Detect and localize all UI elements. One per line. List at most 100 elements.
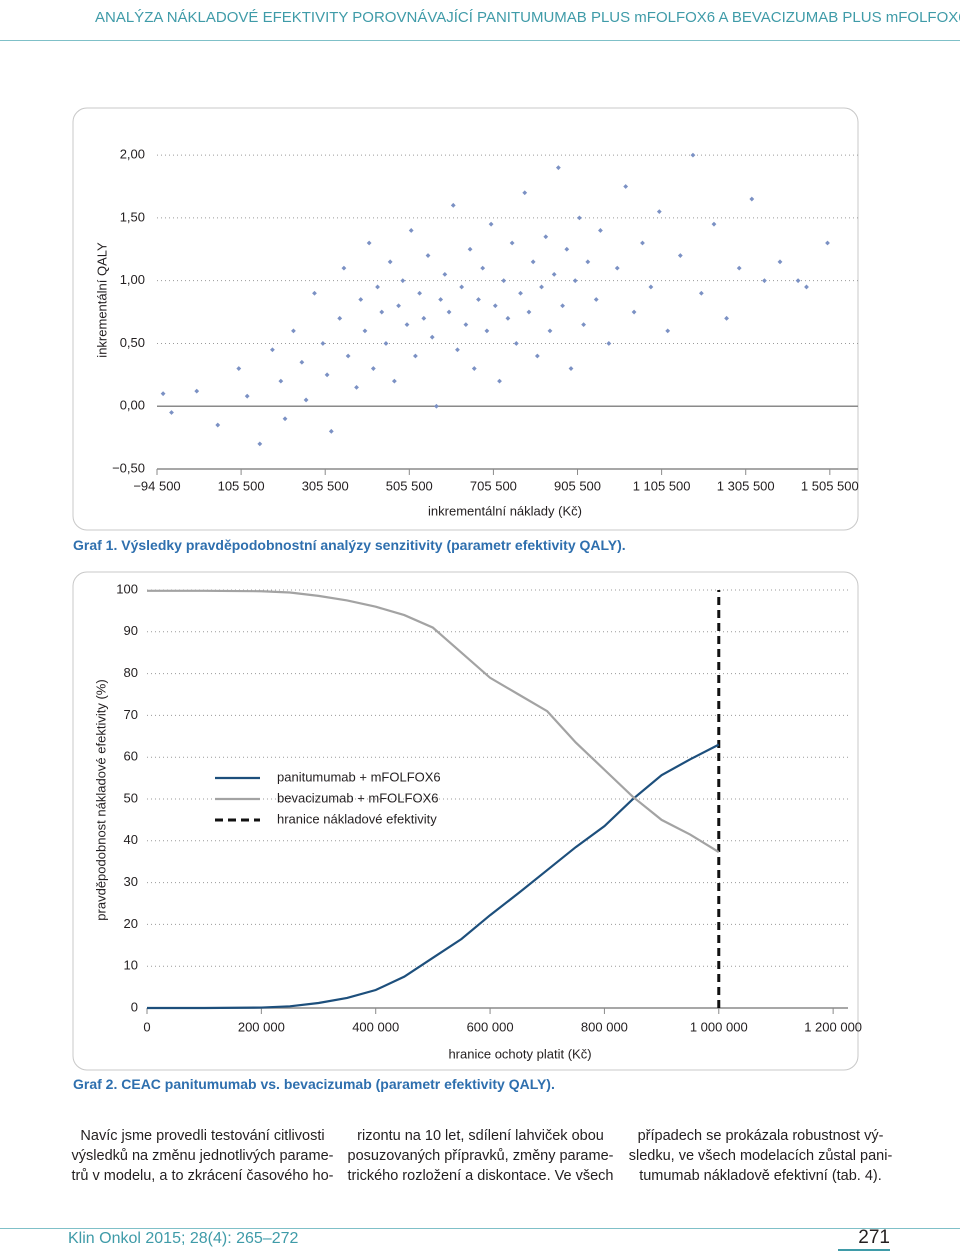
point xyxy=(337,315,343,321)
text-column: rizontu na 10 let, sdílení lahviček obou… xyxy=(338,1126,623,1186)
y-tick-label: 70 xyxy=(124,707,138,722)
point xyxy=(303,397,309,403)
x-tick-label: 1 305 500 xyxy=(717,478,775,493)
x-tick-label: 905 500 xyxy=(554,478,601,493)
point xyxy=(497,378,502,384)
point xyxy=(160,391,166,397)
point xyxy=(480,265,486,271)
point xyxy=(282,416,288,422)
point xyxy=(375,284,380,290)
x-tick-label: 1 505 500 xyxy=(801,478,859,493)
point xyxy=(215,422,221,428)
point xyxy=(358,297,364,302)
series-line xyxy=(147,743,720,1010)
x-tick-label: 505 500 xyxy=(386,478,433,493)
point xyxy=(278,378,284,384)
point xyxy=(551,271,557,277)
point xyxy=(324,372,330,378)
y-tick-label: 40 xyxy=(124,832,138,847)
point xyxy=(345,353,351,359)
point xyxy=(698,290,704,296)
point xyxy=(379,309,385,315)
point xyxy=(408,228,414,233)
point xyxy=(270,347,275,353)
legend-label: hranice nákladové efektivity xyxy=(277,811,437,826)
point xyxy=(577,215,582,221)
point xyxy=(425,253,431,258)
rule xyxy=(0,1228,960,1229)
y-tick-label: 50 xyxy=(124,790,138,805)
point xyxy=(606,341,612,346)
point xyxy=(505,315,511,321)
x-tick-label: 600 000 xyxy=(467,1019,514,1034)
point xyxy=(581,322,587,328)
text-line: tumumab nákladově efektivní (tab. 4). xyxy=(639,1168,882,1184)
point xyxy=(522,190,528,196)
chart-frame xyxy=(72,107,859,531)
legend-label: bevacizumab + mFOLFOX6 xyxy=(277,790,438,805)
point xyxy=(417,290,423,296)
point xyxy=(383,341,389,346)
text-column: případech se prokázala robustnost vý-sle… xyxy=(618,1126,903,1186)
y-tick-label: 60 xyxy=(124,749,138,764)
point xyxy=(677,253,683,258)
text-line: případech se prokázala robustnost vý- xyxy=(637,1128,884,1144)
point xyxy=(534,353,540,359)
point xyxy=(404,322,410,328)
series-line xyxy=(147,589,720,854)
y-tick-label: 0,00 xyxy=(120,398,145,413)
y-tick-label: 100 xyxy=(116,581,138,596)
x-tick-label: 800 000 xyxy=(581,1019,628,1034)
point xyxy=(467,246,473,252)
point xyxy=(543,234,549,240)
point xyxy=(291,328,296,334)
point xyxy=(446,309,452,315)
y-tick-label: 10 xyxy=(124,958,138,973)
point xyxy=(450,202,456,208)
point xyxy=(736,265,742,271)
point xyxy=(257,441,263,447)
chart-frame xyxy=(72,571,859,1071)
point xyxy=(547,328,553,334)
y-tick-label: 1,50 xyxy=(120,209,145,224)
point xyxy=(598,228,603,233)
point xyxy=(328,428,334,434)
point xyxy=(471,366,477,371)
point xyxy=(391,378,397,384)
point xyxy=(526,309,532,315)
point xyxy=(530,259,536,265)
point xyxy=(387,259,393,265)
x-tick-label: 200 000 xyxy=(238,1019,285,1034)
point xyxy=(631,309,637,315)
x-tick-label: 1 200 000 xyxy=(804,1019,862,1034)
point xyxy=(795,278,801,284)
point xyxy=(455,347,460,353)
x-tick-label: 105 500 xyxy=(218,478,265,493)
point xyxy=(421,315,427,321)
point xyxy=(400,278,406,284)
text-line: trů v modelu, a to zkrácení časového ho- xyxy=(71,1168,334,1184)
point xyxy=(518,290,523,296)
point xyxy=(825,240,830,246)
x-tick-label: 705 500 xyxy=(470,478,517,493)
point xyxy=(560,303,565,309)
point xyxy=(593,297,599,302)
x-tick-label: 1 000 000 xyxy=(690,1019,748,1034)
text-line: trického rozložení a diskontace. Ve všec… xyxy=(347,1168,614,1184)
point xyxy=(194,388,200,394)
point xyxy=(354,384,359,390)
point xyxy=(623,184,629,189)
point xyxy=(690,152,696,158)
point xyxy=(488,221,494,227)
text-line: posuzovaných přípravků, změny parame- xyxy=(347,1148,614,1164)
point xyxy=(413,353,418,359)
header-title: ANALÝZA NÁKLADOVÉ EFEKTIVITY POROVNÁVAJÍ… xyxy=(95,9,960,26)
point xyxy=(442,271,448,277)
point xyxy=(476,297,481,302)
x-tick-label: 0 xyxy=(143,1019,150,1034)
point xyxy=(459,284,465,290)
point xyxy=(585,259,591,265)
point xyxy=(434,403,439,409)
point xyxy=(762,278,767,284)
point xyxy=(539,284,544,290)
